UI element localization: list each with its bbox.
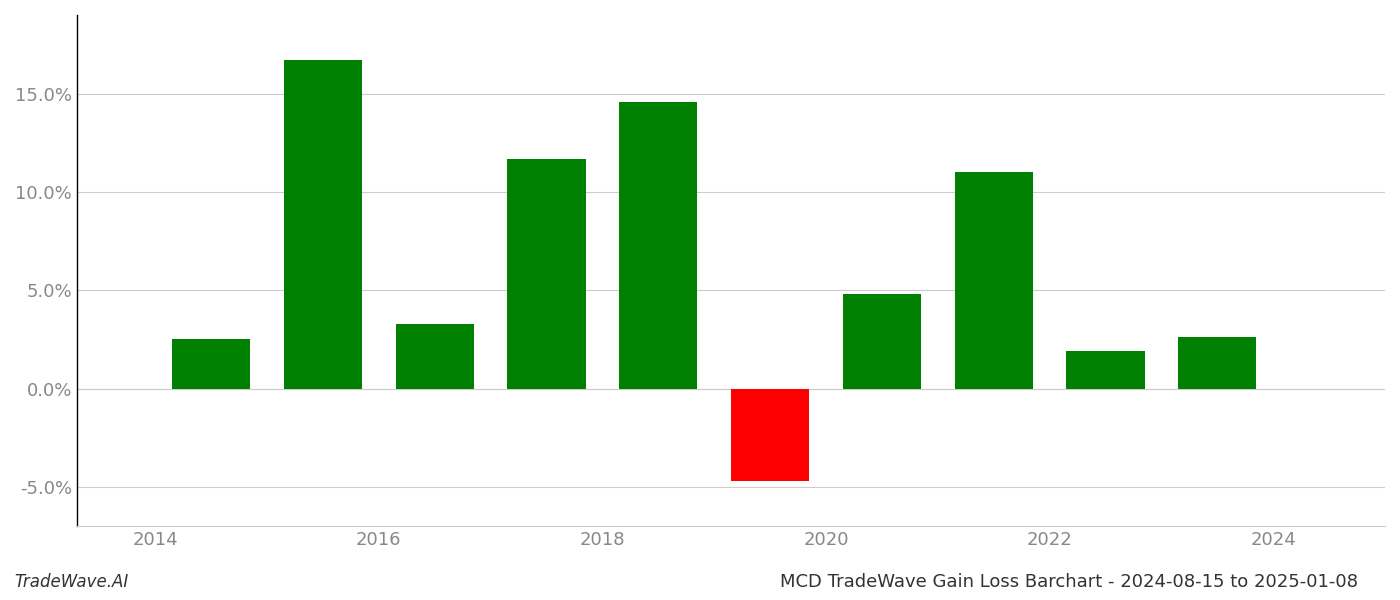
Bar: [396, 323, 473, 389]
Bar: [284, 60, 363, 389]
Bar: [172, 340, 251, 389]
Bar: [507, 158, 585, 389]
Bar: [843, 294, 921, 389]
Text: MCD TradeWave Gain Loss Barchart - 2024-08-15 to 2025-01-08: MCD TradeWave Gain Loss Barchart - 2024-…: [780, 573, 1358, 591]
Bar: [619, 101, 697, 389]
Bar: [955, 172, 1033, 389]
Bar: [731, 389, 809, 481]
Bar: [1179, 337, 1256, 389]
Bar: [1067, 351, 1145, 389]
Text: TradeWave.AI: TradeWave.AI: [14, 573, 129, 591]
